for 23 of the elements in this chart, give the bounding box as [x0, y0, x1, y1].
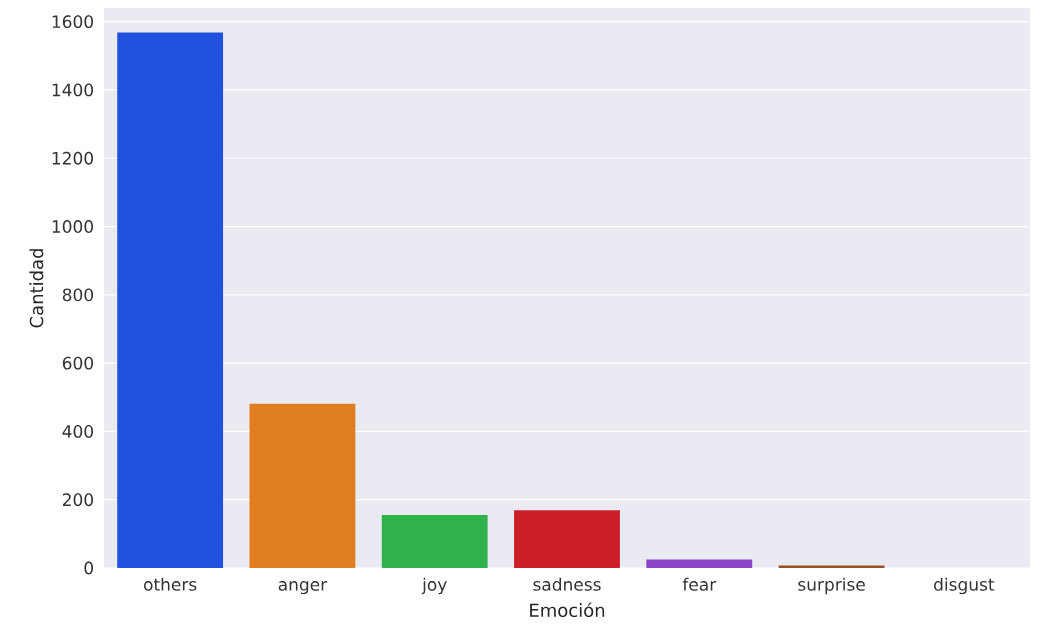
y-tick-label: 1600: [52, 15, 93, 29]
x-tick-label: joy: [421, 577, 447, 595]
y-axis-title: Cantidad: [29, 249, 44, 328]
bar: [514, 510, 620, 568]
x-tick-label: surprise: [798, 577, 865, 595]
y-tick-label: 400: [62, 424, 93, 438]
x-tick-label: anger: [278, 581, 328, 595]
bar: [646, 559, 753, 568]
x-tick-label: sadness: [533, 577, 601, 591]
bar: [381, 515, 488, 568]
y-tick-label: 1400: [52, 83, 93, 97]
x-axis-title: Emoción: [530, 602, 605, 618]
y-tick-label: 200: [62, 493, 93, 507]
y-tick-label: 600: [62, 356, 93, 370]
x-tick-label: fear: [682, 577, 717, 591]
y-tick-label: 800: [62, 288, 93, 302]
x-tick-label: disgust: [934, 577, 995, 595]
x-tick-label: others: [144, 577, 197, 591]
y-tick-label: 1200: [52, 151, 93, 165]
y-tick-label: 0: [84, 561, 94, 575]
y-tick-label: 1000: [52, 220, 93, 233]
bar: [117, 32, 224, 568]
bar: [249, 403, 356, 568]
